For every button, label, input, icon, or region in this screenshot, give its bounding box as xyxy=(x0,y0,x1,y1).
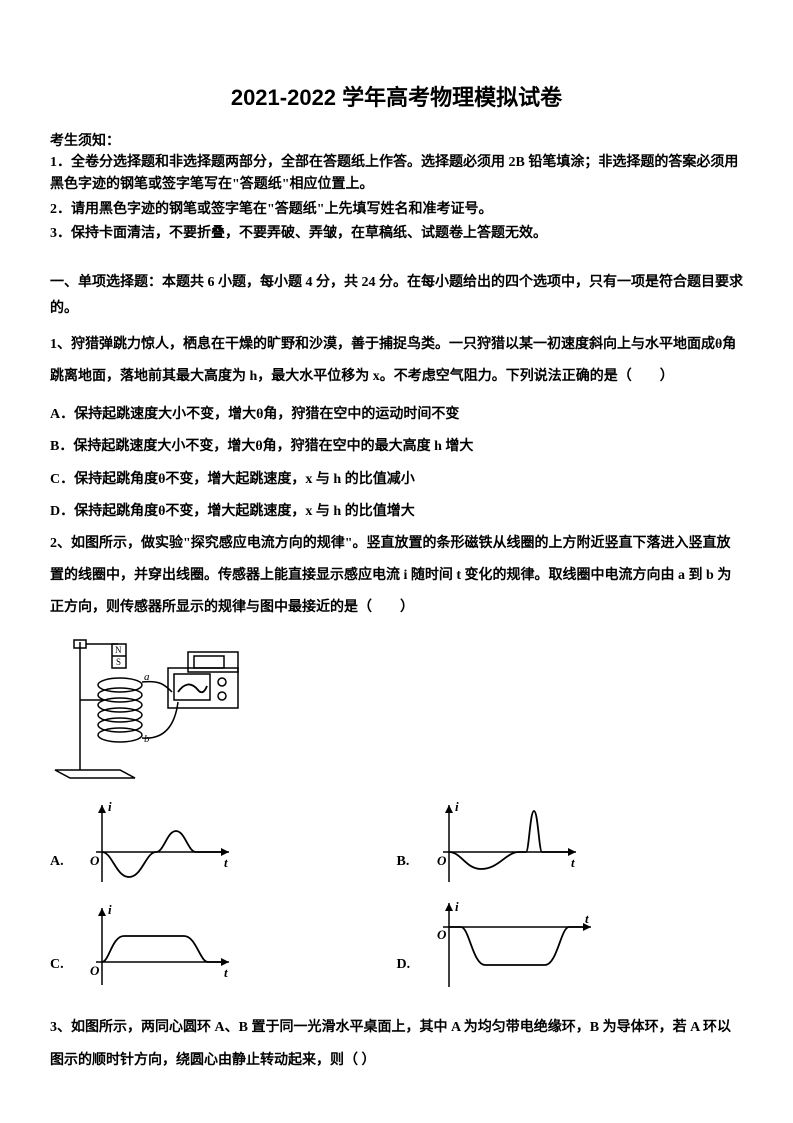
svg-text:O: O xyxy=(90,963,100,978)
q2-graph-b: i t O xyxy=(421,797,586,887)
svg-text:b: b xyxy=(144,733,150,745)
q1-option-d: D．保持起跳角度θ不变，增大起跳速度，x 与 h 的比值增大 xyxy=(50,496,743,528)
svg-text:O: O xyxy=(437,853,447,868)
svg-text:O: O xyxy=(90,853,100,868)
svg-text:N: N xyxy=(115,645,122,655)
q1-option-b: B．保持起跳速度大小不变，增大θ角，狩猎在空中的最大高度 h 增大 xyxy=(50,431,743,463)
section-1-header: 一、单项选择题：本题共 6 小题，每小题 4 分，共 24 分。在每小题给出的四… xyxy=(50,270,743,323)
instruction-3: 3．保持卡面清洁，不要折叠，不要弄破、弄皱，在草稿纸、试题卷上答题无效。 xyxy=(50,223,743,245)
q3-stem: 3、如图所示，两同心圆环 A、B 置于同一光滑水平桌面上，其中 A 为均匀带电绝… xyxy=(50,1012,743,1076)
svg-text:i: i xyxy=(455,899,459,914)
svg-text:O: O xyxy=(437,927,447,942)
svg-text:t: t xyxy=(224,855,228,870)
instructions-block: 1．全卷分选择题和非选择题两部分，全部在答题纸上作答。选择题必须用 2B 铅笔填… xyxy=(50,152,743,246)
q2-graph-a: i t O xyxy=(74,797,239,887)
svg-text:i: i xyxy=(108,799,112,814)
q2-stem: 2、如图所示，做实验"探究感应电流方向的规律"。竖直放置的条形磁铁从线圈的上方附… xyxy=(50,528,743,625)
q2-option-a-label: A. xyxy=(50,814,74,870)
instruction-1: 1．全卷分选择题和非选择题两部分，全部在答题纸上作答。选择题必须用 2B 铅笔填… xyxy=(50,152,743,197)
q2-option-b: B. i t O xyxy=(397,797,744,887)
q1-option-a: A．保持起跳速度大小不变，增大θ角，狩猎在空中的运动时间不变 xyxy=(50,399,743,431)
q2-option-b-label: B. xyxy=(397,814,421,870)
q2-option-a: A. i t O xyxy=(50,797,397,887)
svg-text:i: i xyxy=(455,799,459,814)
q2-option-c: C. i t O xyxy=(50,897,397,992)
instruction-2: 2．请用黑色字迹的钢笔或签字笔在"答题纸"上先填写姓名和准考证号。 xyxy=(50,199,743,221)
q2-apparatus-figure: N S a b xyxy=(50,630,743,785)
q2-graph-d: i t O xyxy=(421,897,601,992)
q1-option-c: C．保持起跳角度θ不变，增大起跳速度，x 与 h 的比值减小 xyxy=(50,464,743,496)
q2-option-d: D. i t O xyxy=(397,897,744,992)
svg-text:t: t xyxy=(571,855,575,870)
instructions-header: 考生须知： xyxy=(50,130,743,150)
q2-graph-c: i t O xyxy=(74,900,239,990)
svg-text:t: t xyxy=(585,911,589,926)
svg-text:i: i xyxy=(108,902,112,917)
page-title: 2021-2022 学年高考物理模拟试卷 xyxy=(50,80,743,112)
q1-stem: 1、狩猎弹跳力惊人，栖息在干燥的旷野和沙漠，善于捕捉鸟类。一只狩猎以某一初速度斜… xyxy=(50,329,743,393)
svg-text:S: S xyxy=(116,657,121,667)
q2-graph-options: A. i t O B. i t O C. xyxy=(50,797,743,992)
svg-text:t: t xyxy=(224,965,228,980)
q2-option-d-label: D. xyxy=(397,917,421,973)
q2-option-c-label: C. xyxy=(50,917,74,973)
